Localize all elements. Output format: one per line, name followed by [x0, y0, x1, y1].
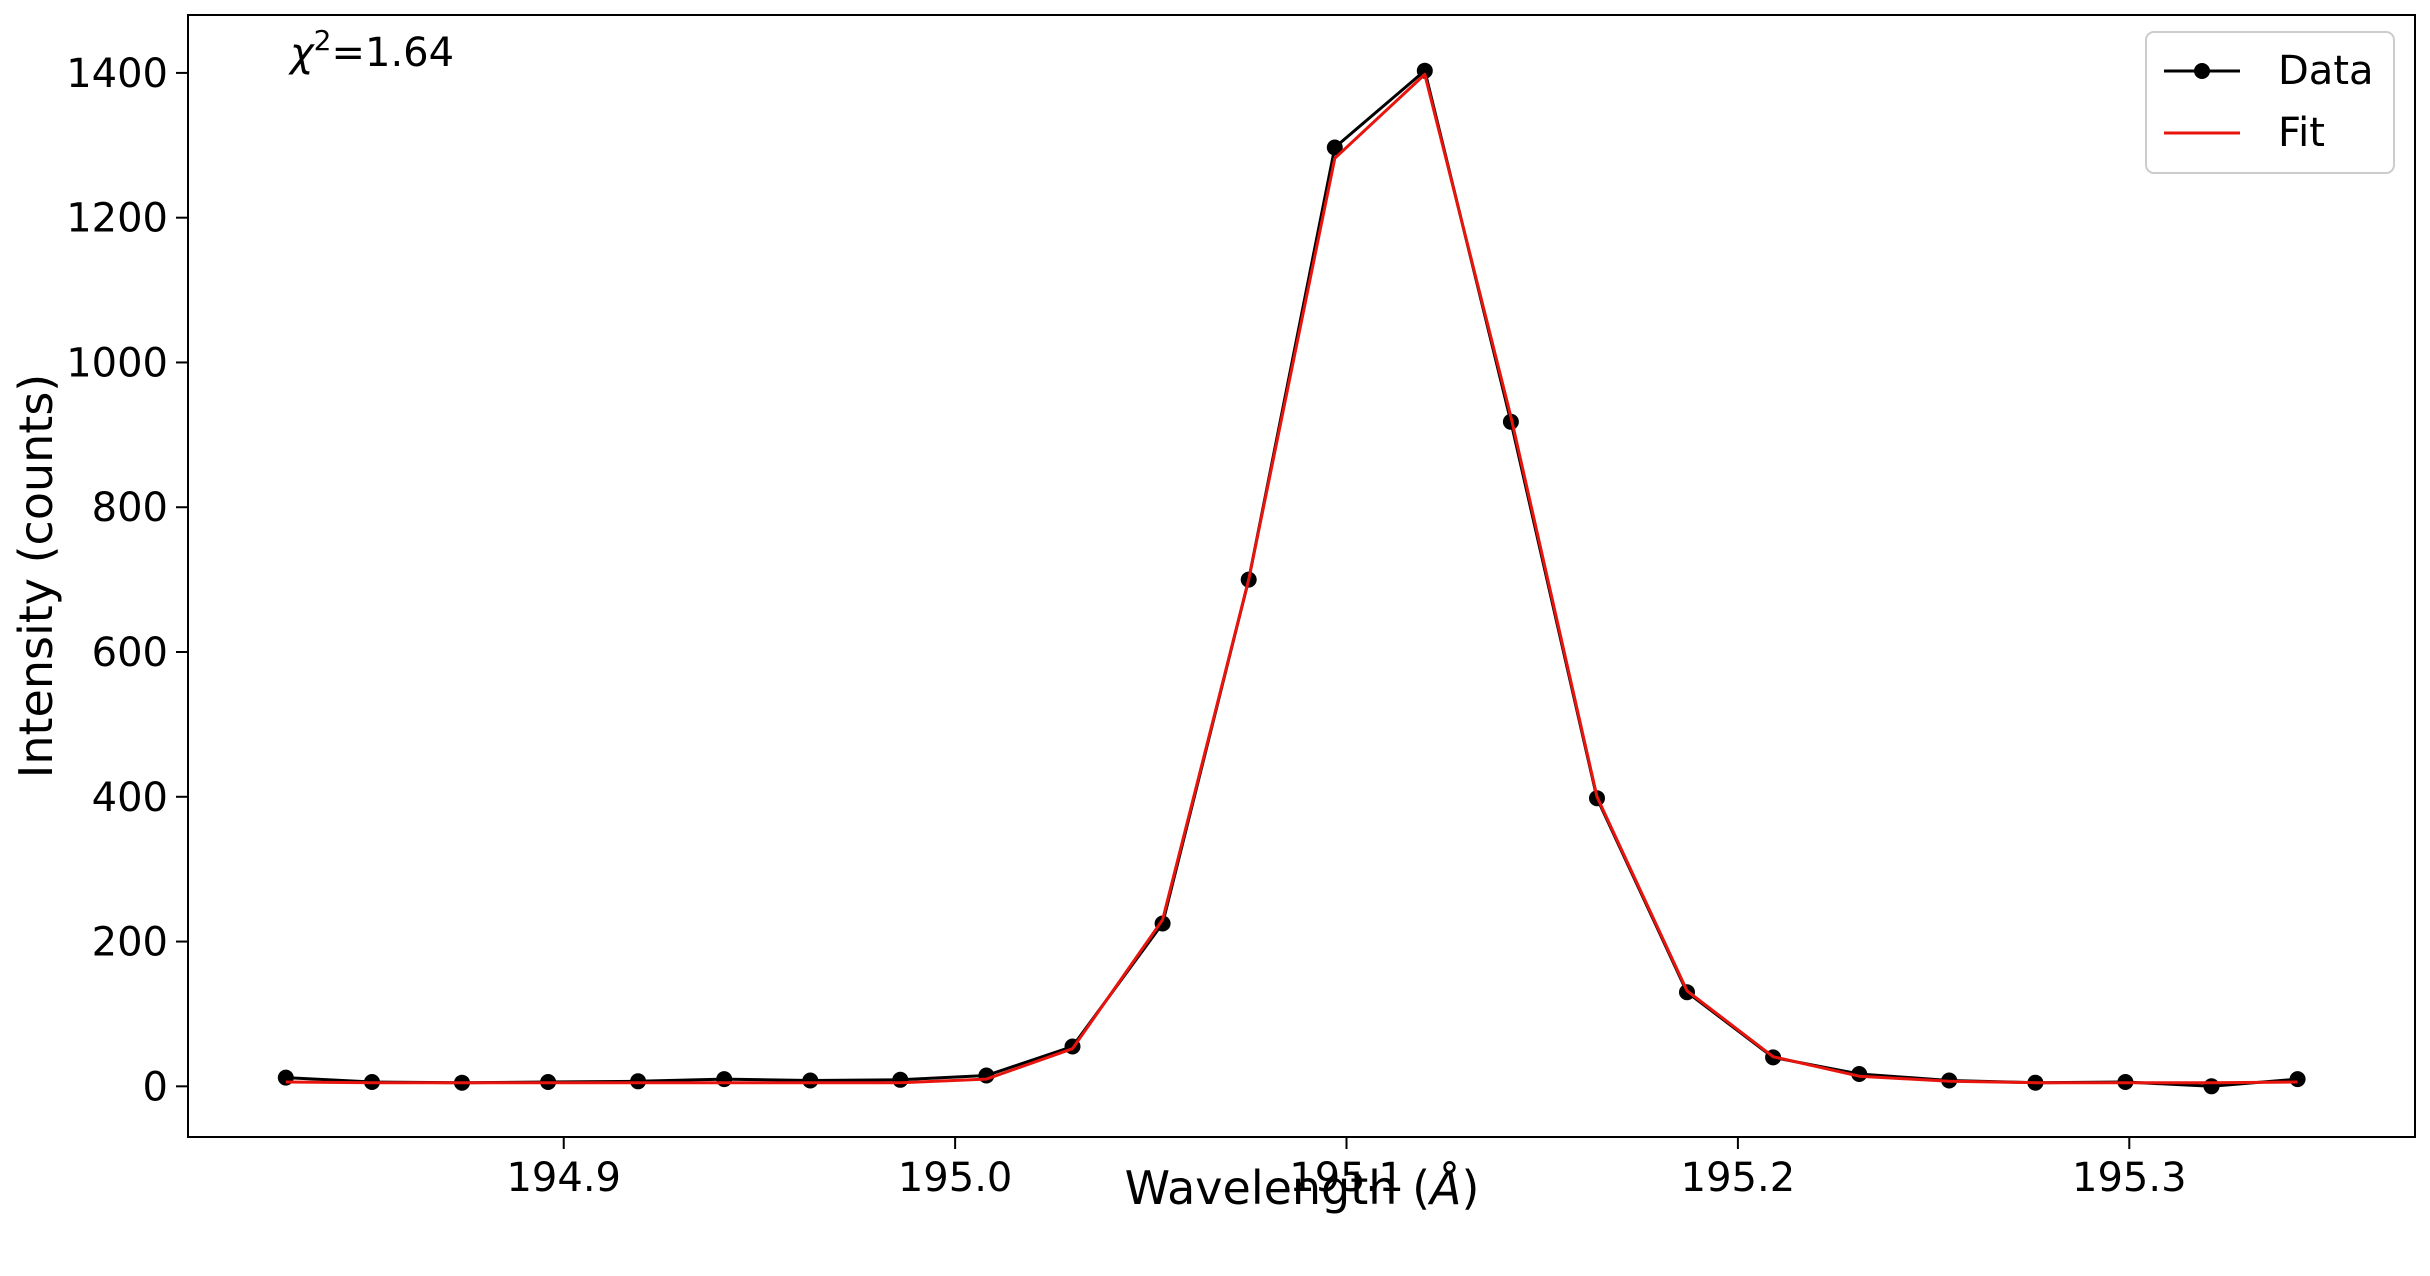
- data-point: [1416, 62, 1433, 79]
- data-point: [2289, 1071, 2306, 1088]
- data-point: [1851, 1066, 1868, 1082]
- x-tick-label: 194.9: [506, 1155, 621, 1201]
- legend: Data Fit: [2145, 31, 2395, 174]
- y-tick-label: 0: [143, 1064, 168, 1110]
- y-tick-label: 600: [92, 630, 168, 676]
- data-point: [1326, 139, 1343, 156]
- x-tick-label: 195.1: [1289, 1155, 1404, 1201]
- x-axis-ticks: 194.9 195.0 195.1 195.2 195.3: [506, 1137, 2187, 1201]
- series-layer: [277, 62, 2306, 1095]
- y-axis-ticks: 0 200 400 600 800 1000 1200 1400: [66, 51, 188, 1110]
- data-point: [892, 1071, 909, 1088]
- y-tick-label: 200: [92, 920, 168, 966]
- x-tick-label: 195.3: [2072, 1155, 2187, 1201]
- x-tick-label: 195.2: [1681, 1155, 1796, 1201]
- legend-fit-label: Fit: [2278, 110, 2325, 156]
- y-tick-label: 1200: [66, 196, 168, 242]
- data-point: [2203, 1078, 2220, 1095]
- fit-series-line: [285, 72, 2298, 1085]
- plot-frame: [187, 14, 2416, 1138]
- y-tick-label: 1400: [66, 51, 168, 97]
- x-axis-label: Wavelength (Å): [1125, 1161, 1480, 1215]
- y-tick-label: 1000: [66, 340, 168, 386]
- y-tick-label: 800: [92, 485, 168, 531]
- chi-square-annotation: χ2=1.64: [288, 24, 454, 76]
- x-tick-label: 195.0: [898, 1155, 1013, 1201]
- y-axis-label: Intensity (counts): [9, 374, 63, 778]
- data-point: [978, 1067, 995, 1084]
- legend-data-label: Data: [2278, 48, 2374, 94]
- y-tick-label: 400: [92, 775, 168, 821]
- data-point: [716, 1071, 733, 1088]
- legend-data-marker: [2194, 63, 2210, 79]
- data-point: [802, 1072, 819, 1089]
